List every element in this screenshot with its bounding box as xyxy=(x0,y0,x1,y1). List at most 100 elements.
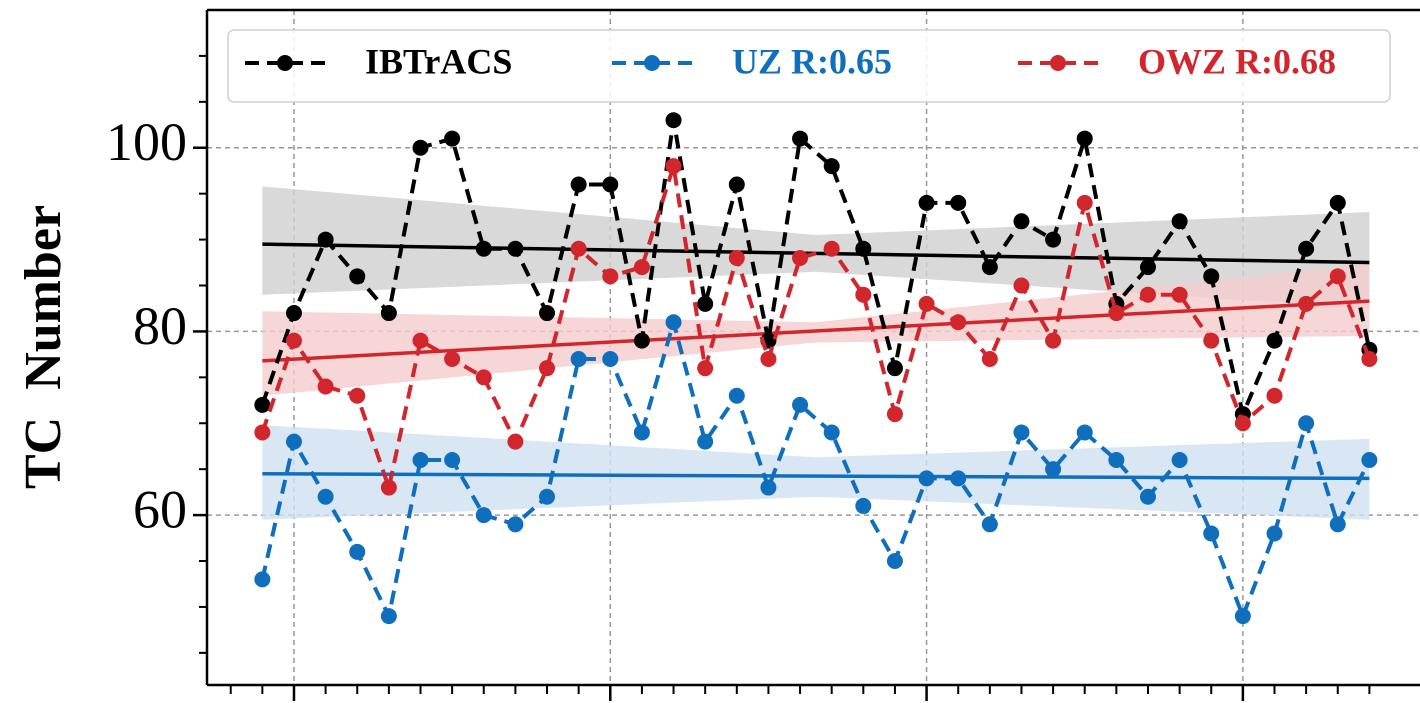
y-tick-label: 80 xyxy=(133,296,187,356)
data-point xyxy=(380,608,397,625)
data-point xyxy=(507,433,524,450)
y-tick-label: 100 xyxy=(106,112,187,172)
data-point xyxy=(254,396,271,413)
data-point xyxy=(633,332,650,349)
data-point xyxy=(760,479,777,496)
data-point xyxy=(412,139,429,156)
data-point xyxy=(1234,415,1251,432)
legend-label: UZ R:0.65 xyxy=(732,41,892,81)
data-point xyxy=(665,112,682,129)
data-point xyxy=(1266,525,1283,542)
data-point xyxy=(1076,424,1093,441)
data-point xyxy=(950,470,967,487)
data-point xyxy=(886,360,903,377)
data-point xyxy=(823,158,840,175)
data-point xyxy=(570,240,587,257)
data-point xyxy=(633,424,650,441)
data-point xyxy=(728,387,745,404)
data-point xyxy=(981,259,998,276)
confidence-band xyxy=(262,186,1370,309)
trend-line xyxy=(262,299,1370,363)
data-point xyxy=(285,332,302,349)
data-point xyxy=(823,424,840,441)
trend-line xyxy=(262,472,1370,481)
data-point xyxy=(254,424,271,441)
data-point xyxy=(1298,295,1315,312)
data-point xyxy=(1298,415,1315,432)
data-point xyxy=(728,176,745,193)
legend-marker xyxy=(277,55,293,71)
data-point xyxy=(792,249,809,266)
data-point xyxy=(317,231,334,248)
data-point xyxy=(539,305,556,322)
data-point xyxy=(1139,488,1156,505)
data-point xyxy=(1171,213,1188,230)
data-point xyxy=(855,240,872,257)
data-point xyxy=(918,194,935,211)
data-point xyxy=(602,176,619,193)
data-point xyxy=(918,470,935,487)
data-point xyxy=(1171,286,1188,303)
y-tick-label: 60 xyxy=(133,479,187,539)
legend-marker xyxy=(1050,55,1066,71)
data-point xyxy=(760,350,777,367)
data-point xyxy=(317,378,334,395)
data-point xyxy=(475,240,492,257)
legend-marker xyxy=(644,55,660,71)
data-point xyxy=(728,249,745,266)
data-point xyxy=(1013,213,1030,230)
data-point xyxy=(665,158,682,175)
data-point xyxy=(1361,452,1378,468)
data-point xyxy=(1203,332,1220,349)
data-point xyxy=(570,350,587,367)
data-point xyxy=(1139,259,1156,276)
data-point xyxy=(1329,516,1346,533)
data-point xyxy=(1234,608,1251,625)
data-point xyxy=(507,516,524,533)
data-point xyxy=(1298,240,1315,257)
data-point xyxy=(349,543,366,560)
data-point xyxy=(697,360,714,377)
data-point xyxy=(349,268,366,285)
data-point xyxy=(1076,130,1093,147)
data-point xyxy=(823,240,840,257)
data-point xyxy=(1108,305,1125,322)
data-point xyxy=(855,497,872,514)
data-point xyxy=(570,176,587,193)
data-point xyxy=(1045,231,1062,248)
data-point xyxy=(602,268,619,285)
data-point xyxy=(412,332,429,349)
data-point xyxy=(1171,452,1188,468)
data-point xyxy=(349,387,366,404)
data-point xyxy=(1013,277,1030,294)
data-point xyxy=(475,369,492,386)
data-point xyxy=(380,305,397,322)
data-point xyxy=(1266,332,1283,349)
data-point xyxy=(1266,387,1283,404)
data-point xyxy=(950,314,967,331)
data-point xyxy=(1329,268,1346,285)
data-point xyxy=(1361,350,1378,367)
data-point xyxy=(539,360,556,377)
data-point xyxy=(507,240,524,257)
y-axis-label: TC Number xyxy=(15,205,72,489)
data-point xyxy=(697,433,714,450)
data-point xyxy=(539,488,556,505)
data-point xyxy=(285,305,302,322)
data-point xyxy=(981,516,998,533)
data-point xyxy=(1139,286,1156,303)
legend-label: IBTrACS xyxy=(365,41,512,81)
data-point xyxy=(444,452,461,468)
data-point xyxy=(1013,424,1030,441)
data-point xyxy=(444,130,461,147)
data-point xyxy=(412,452,429,468)
data-point xyxy=(1045,332,1062,349)
data-point xyxy=(886,553,903,570)
data-point xyxy=(285,433,302,450)
data-point xyxy=(1329,194,1346,211)
data-point xyxy=(918,295,935,312)
confidence-band xyxy=(262,425,1370,520)
data-point xyxy=(1203,525,1220,542)
data-point xyxy=(633,259,650,276)
